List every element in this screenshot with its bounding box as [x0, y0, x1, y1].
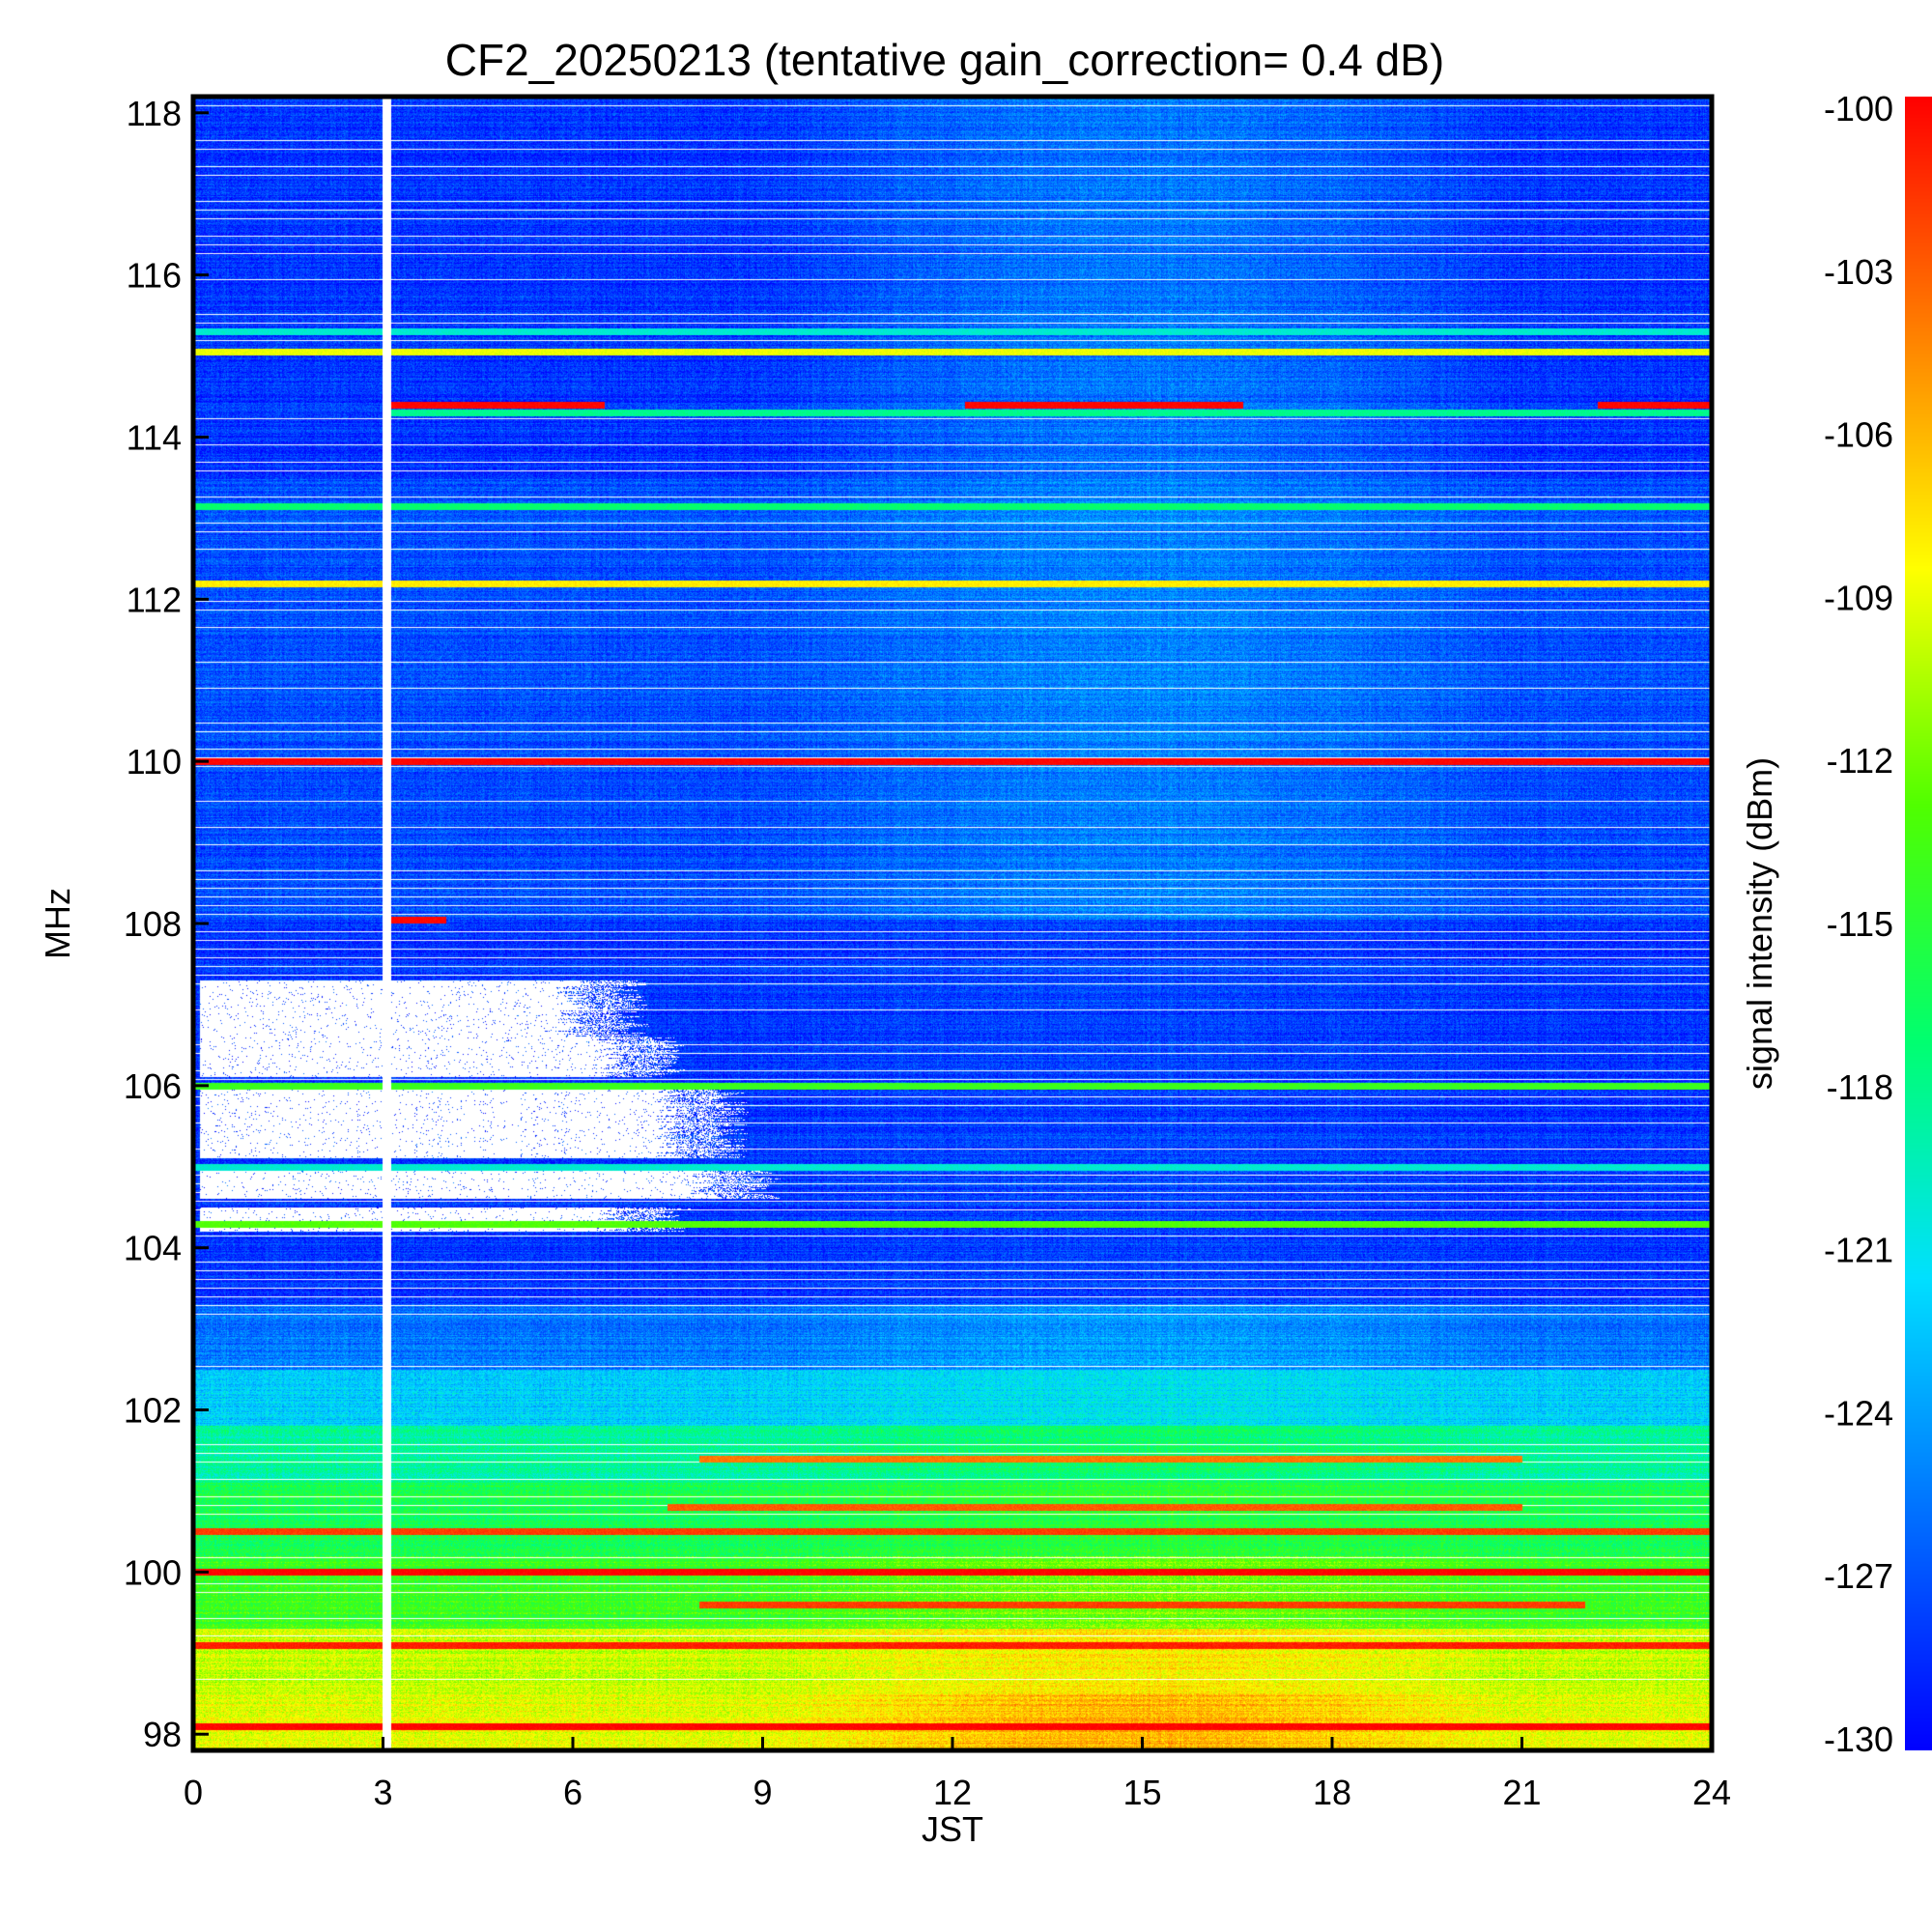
- colorbar-tick-label: -106: [1824, 415, 1893, 455]
- plot-area: [193, 97, 1712, 1750]
- y-tick-label: 98: [143, 1715, 182, 1754]
- colorbar-tick-label: -118: [1827, 1067, 1893, 1107]
- x-tick-label: 6: [563, 1773, 582, 1812]
- y-axis-title: MHz: [38, 888, 77, 959]
- colorbar-tick-label: -112: [1827, 741, 1893, 781]
- colorbar-tick-label: -103: [1824, 252, 1893, 292]
- x-tick-label: 3: [373, 1773, 392, 1812]
- y-tick-label: 116: [127, 256, 182, 296]
- y-tick-label: 112: [127, 580, 182, 619]
- colorbar-title: signal intensity (dBm): [1740, 757, 1779, 1090]
- x-axis-title: JST: [922, 1809, 983, 1849]
- y-axis-ticks: 98 100 102 104 106 108 110 112 114 116 118: [124, 94, 209, 1754]
- x-tick-label: 24: [1692, 1773, 1731, 1812]
- spectrogram-heatmap: [193, 97, 1712, 1750]
- y-tick-label: 100: [124, 1552, 182, 1592]
- colorbar-tick-label: -121: [1824, 1231, 1893, 1270]
- y-tick-label: 104: [124, 1229, 182, 1268]
- colorbar-tick-label: -100: [1824, 89, 1893, 128]
- x-tick-label: 21: [1502, 1773, 1541, 1812]
- x-tick-label: 18: [1313, 1773, 1351, 1812]
- y-tick-label: 110: [127, 742, 182, 781]
- y-tick-label: 108: [124, 904, 182, 944]
- colorbar-tick-label: -109: [1824, 578, 1893, 617]
- chart-title: CF2_20250213 (tentative gain_correction=…: [445, 35, 1444, 85]
- colorbar-tick-label: -115: [1827, 904, 1893, 944]
- x-tick-label: 12: [933, 1773, 972, 1812]
- y-tick-label: 106: [124, 1066, 182, 1106]
- colorbar-tick-label: -124: [1824, 1393, 1893, 1433]
- colorbar-tick-label: -127: [1824, 1556, 1893, 1596]
- x-axis-ticks: 0 3 6 9 12 15 18 21 24: [184, 1737, 1731, 1812]
- colorbar-ticks: -100 -103 -106 -109 -112 -115 -118 -121 -124 -127…: [1824, 89, 1893, 1759]
- y-tick-label: 102: [124, 1391, 182, 1431]
- colorbar-gradient: [1905, 97, 1932, 1750]
- y-tick-label: 114: [127, 417, 182, 457]
- y-tick-label: 118: [127, 94, 182, 133]
- colorbar-tick-label: -130: [1824, 1719, 1893, 1759]
- x-tick-label: 9: [753, 1773, 772, 1812]
- x-tick-label: 0: [184, 1773, 203, 1812]
- colorbar-area: [1905, 97, 1932, 1750]
- x-tick-label: 15: [1122, 1773, 1161, 1812]
